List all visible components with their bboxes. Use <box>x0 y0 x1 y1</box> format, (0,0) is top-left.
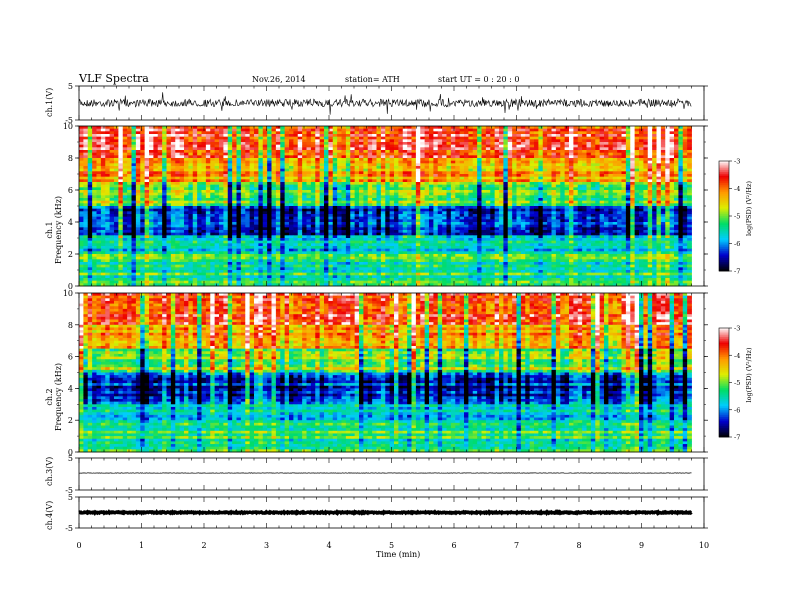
ch3-waveform-ytick-label: -5 <box>65 486 73 495</box>
ch1-spectrogram-panel: 0 2 4 6 8 10 <box>63 122 708 291</box>
x-tick-label: 10 <box>699 541 709 550</box>
ch4-waveform-ytick-label: 5 <box>68 493 73 502</box>
ch2-spectrogram-panel: 0 2 4 6 8 10 <box>63 289 708 457</box>
colorbar-tick-label: -7 <box>734 434 740 442</box>
ch2-colorbar: -3 -4 -5 -6 -7 log(PSD) (V²/Hz) <box>718 325 753 442</box>
ch3-waveform-ylabel: ch.3(V) <box>45 457 54 486</box>
colorbar-tick-label: -6 <box>734 240 740 248</box>
x-tick-label: 3 <box>264 541 269 550</box>
colorbar-tick-label: -3 <box>734 325 740 333</box>
ch1-waveform-panel: 5 -5 <box>65 82 708 125</box>
ch2-spectrogram-ylabel: ch.2Frequency (kHz) <box>45 363 63 431</box>
ch1-waveform-trace <box>78 92 692 115</box>
x-axis-label: Time (min) <box>376 550 420 559</box>
ch3-waveform-ytick-label: 5 <box>68 454 73 463</box>
ch1-waveform-ytick-label: 5 <box>68 82 73 91</box>
ch1-waveform-ylabel: ch.1(V) <box>45 88 54 117</box>
x-tick-label: 8 <box>576 541 581 550</box>
colorbar-tick-label: -7 <box>734 268 740 276</box>
ch2-spectrogram-image <box>79 293 692 453</box>
ch1-spectrogram-ytick-label: 6 <box>68 186 73 195</box>
time-axis: 0 1 2 3 4 5 6 7 8 9 10 <box>76 541 709 550</box>
ch2-spectrogram-ytick-label: 10 <box>63 289 73 298</box>
ch3-waveform-panel: 5 -5 <box>65 454 708 495</box>
x-tick-label: 2 <box>201 541 206 550</box>
ch2-spectrogram-ytick-label: 2 <box>68 416 73 425</box>
x-tick-label: 7 <box>514 541 519 550</box>
colorbar-label: log(PSD) (V²/Hz) <box>745 181 753 236</box>
figure-title: VLF Spectra <box>78 72 149 85</box>
ch1-spectrogram-image <box>79 126 692 287</box>
ch2-spectrogram-ytick-label: 0 <box>68 448 73 457</box>
ch1-spectrogram-ytick-label: 2 <box>68 250 73 259</box>
ch2-spectrogram-ytick-label: 6 <box>68 353 73 362</box>
ch1-spectrogram-ytick-label: 4 <box>68 218 73 227</box>
x-tick-label: 5 <box>389 541 394 550</box>
ch2-spectrogram-ytick-label: 4 <box>68 384 73 393</box>
ch4-waveform-ytick-label: -5 <box>65 524 73 533</box>
ch1-waveform-ytick-label: -5 <box>65 116 73 125</box>
colorbar-tick-label: -3 <box>734 158 740 166</box>
ch1-spectrogram-ytick-label: 8 <box>68 154 73 163</box>
ch1-spectrogram-ylabel: ch.1Frequency (kHz) <box>45 196 63 264</box>
ch2-spectrogram-ytick-label: 8 <box>68 321 73 330</box>
x-tick-label: 1 <box>139 541 144 550</box>
start-time-label: start UT = 0 : 20 : 0 <box>438 75 519 84</box>
station-label: station= ATH <box>345 75 400 84</box>
date-label: Nov.26, 2014 <box>252 75 306 84</box>
colorbar-tick-label: -4 <box>734 185 740 193</box>
colorbar-tick-label: -6 <box>734 406 740 414</box>
colorbar-label: log(PSD) (V²/Hz) <box>745 347 753 402</box>
x-tick-label: 9 <box>639 541 644 550</box>
ch1-spectrogram-ytick-label: 10 <box>63 122 73 131</box>
x-tick-label: 0 <box>76 541 81 550</box>
x-tick-label: 4 <box>326 541 331 550</box>
colorbar-tick-label: -5 <box>734 213 740 221</box>
colorbar-tick-label: -5 <box>734 379 740 387</box>
ch4-waveform-ylabel: ch.4(V) <box>45 501 54 530</box>
ch1-spectrogram-ytick-label: 0 <box>68 282 73 291</box>
ch4-waveform-trace <box>78 508 693 517</box>
ch4-waveform-panel: 5 -5 <box>65 493 708 533</box>
x-tick-label: 6 <box>451 541 456 550</box>
ch1-colorbar: -3 -4 -5 -6 -7 log(PSD) (V²/Hz) <box>718 158 753 276</box>
colorbar-tick-label: -4 <box>734 352 740 360</box>
